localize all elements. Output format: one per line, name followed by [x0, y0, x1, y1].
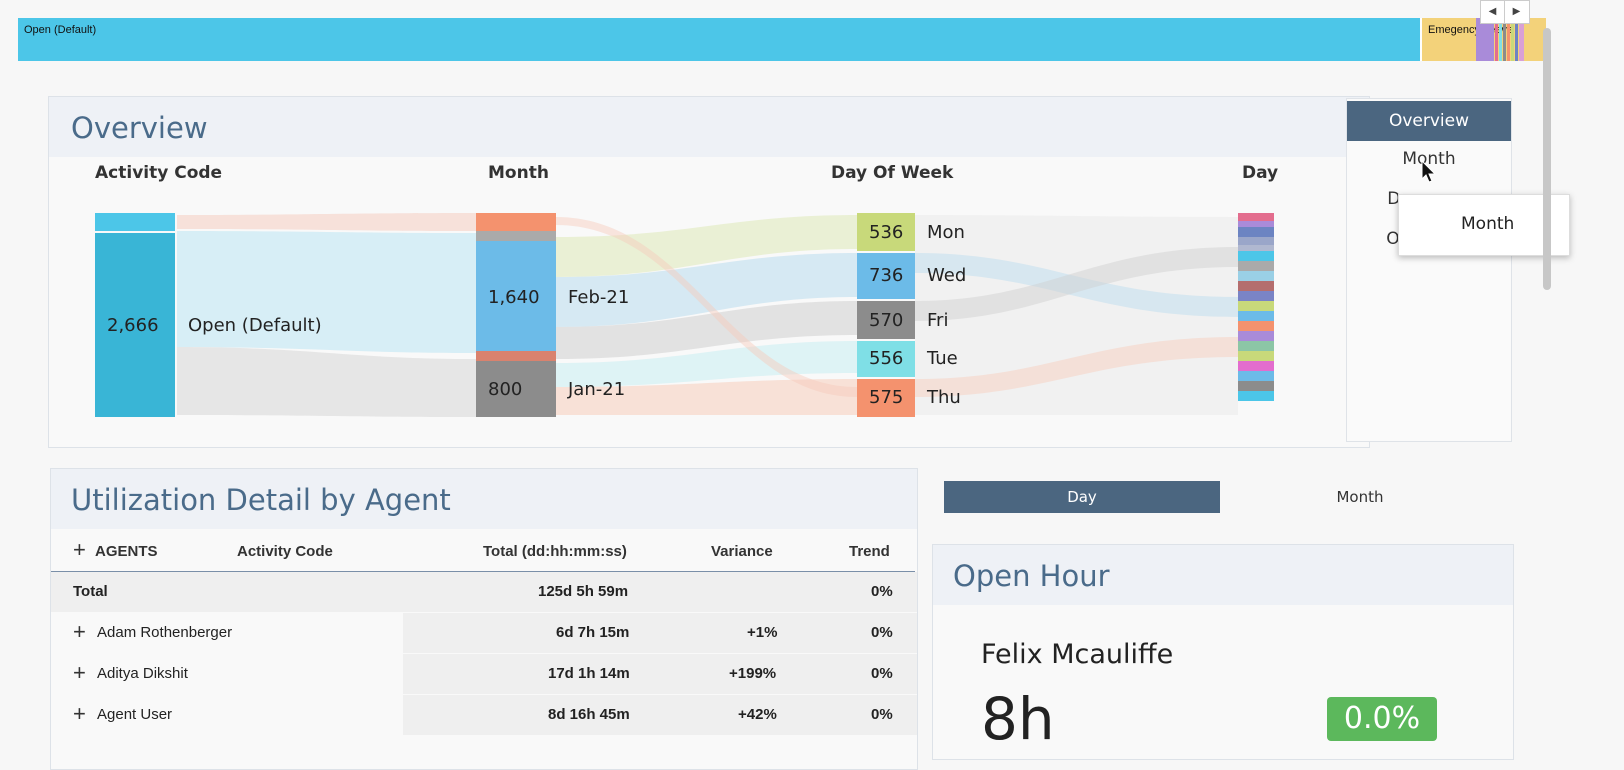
open-hour-header: Open Hour — [933, 545, 1513, 605]
row-trend: 0% — [871, 583, 893, 600]
sankey-node-mon[interactable] — [857, 213, 915, 251]
utilization-panel: Utilization Detail by Agent + AGENTS Act… — [50, 468, 918, 770]
sankey-node-month-small[interactable] — [476, 351, 556, 361]
sankey-node-open-default[interactable] — [95, 233, 175, 417]
node-label: Feb-21 — [568, 287, 630, 308]
node-value: 536 — [869, 222, 904, 243]
agent-name[interactable]: Adam Rothenberger — [97, 624, 233, 641]
mouse-pointer-icon — [1421, 160, 1437, 183]
agent-name[interactable]: Agent User — [97, 706, 173, 723]
node-value: 2,666 — [107, 315, 159, 336]
expand-row-icon[interactable]: + — [73, 619, 86, 644]
header-activity-code[interactable]: Activity Code — [237, 543, 333, 560]
strip-segment[interactable] — [1511, 18, 1514, 61]
node-value: 800 — [488, 379, 523, 400]
strip-segment[interactable] — [1476, 18, 1494, 61]
sankey-node-feb-21[interactable] — [476, 241, 556, 351]
percent-badge: 0.0% — [1327, 697, 1437, 741]
sankey-node-tue[interactable] — [857, 341, 915, 377]
tooltip-text: Month — [1461, 214, 1515, 234]
row-variance: +199% — [729, 665, 777, 682]
node-label: Thu — [927, 387, 961, 408]
open-hour-panel: Open Hour Felix Mcauliffe 8h 0.0% — [932, 544, 1514, 760]
view-nav: Overview Month Da O — [1346, 98, 1512, 442]
nav-tooltip: Month — [1398, 194, 1570, 256]
nav-item-other[interactable]: O — [1386, 229, 1400, 249]
sankey-node-fri[interactable] — [857, 301, 915, 339]
utilization-title: Utilization Detail by Agent — [71, 483, 451, 517]
strip-segment[interactable] — [1495, 18, 1498, 61]
column-header-activity-code: Activity Code — [95, 163, 223, 183]
header-trend[interactable]: Trend — [849, 543, 890, 560]
vertical-scrollbar-thumb[interactable] — [1543, 28, 1551, 290]
table-row[interactable]: + Aditya Dikshit 17d 1h 14m +199% 0% — [51, 654, 917, 694]
sankey-node-jan-21[interactable] — [476, 361, 556, 417]
table-row-total: Total 125d 5h 59m 0% — [51, 572, 917, 612]
node-label: Open (Default) — [188, 315, 322, 336]
node-label: Mon — [927, 222, 965, 243]
overview-title: Overview — [71, 111, 208, 145]
column-header-day: Day — [1242, 163, 1279, 183]
header-total[interactable]: Total (dd:hh:mm:ss) — [483, 543, 627, 560]
sankey-node-activity-top[interactable] — [95, 213, 175, 231]
utilization-header: Utilization Detail by Agent — [51, 469, 917, 529]
row-total: 125d 5h 59m — [538, 583, 629, 600]
strip-segment[interactable] — [1503, 18, 1506, 61]
sankey-node-wed[interactable] — [857, 253, 915, 299]
nav-item-month[interactable]: Month — [1402, 149, 1456, 169]
strip-segment[interactable] — [1499, 18, 1502, 61]
node-label: Tue — [927, 348, 958, 369]
row-label: Total — [73, 583, 108, 600]
header-variance[interactable]: Variance — [711, 543, 773, 560]
node-label: Wed — [927, 265, 967, 286]
sankey-flows — [177, 213, 1238, 417]
row-total: 17d 1h 14m — [548, 665, 630, 682]
node-label: Fri — [927, 310, 949, 331]
row-variance: +1% — [747, 624, 778, 641]
sankey-day-column — [1238, 213, 1274, 417]
column-header-month: Month — [488, 163, 549, 183]
overview-header: Overview — [49, 97, 1369, 157]
open-hour-title: Open Hour — [953, 559, 1110, 593]
strip-segment-label: Open (Default) — [24, 24, 97, 36]
agent-name: Felix Mcauliffe — [981, 639, 1174, 670]
strip-segment[interactable] — [1507, 18, 1510, 61]
sankey-node-month-small[interactable] — [476, 213, 556, 231]
row-variance: +42% — [738, 706, 777, 723]
expand-row-icon[interactable]: + — [73, 701, 86, 726]
node-label: Jan-21 — [568, 379, 626, 400]
row-trend: 0% — [871, 706, 893, 723]
node-value: 1,640 — [488, 287, 540, 308]
row-trend: 0% — [871, 624, 893, 641]
column-header-day-of-week: Day Of Week — [831, 163, 954, 183]
nav-item-overview[interactable]: Overview — [1347, 101, 1511, 141]
scroll-right-icon[interactable]: ▶ — [1512, 6, 1521, 17]
open-hour-value: 8h — [981, 685, 1055, 753]
strip-segment-open[interactable]: Open (Default) — [18, 18, 1422, 61]
table-row[interactable]: + Adam Rothenberger 6d 7h 15m +1% 0% — [51, 613, 917, 653]
node-value: 575 — [869, 387, 904, 408]
agent-name[interactable]: Aditya Dikshit — [97, 665, 188, 682]
node-value: 736 — [869, 265, 904, 286]
strip-scroll-controls: ◀ ▶ — [1480, 0, 1530, 24]
strip-segment[interactable] — [1519, 18, 1524, 61]
header-divider — [51, 571, 915, 572]
strip-segment[interactable] — [1515, 18, 1518, 61]
header-agents[interactable]: AGENTS — [95, 543, 158, 560]
toggle-day-button[interactable]: Day — [944, 481, 1220, 513]
row-total: 6d 7h 15m — [556, 624, 630, 641]
node-value: 570 — [869, 310, 904, 331]
toggle-month-button[interactable]: Month — [1336, 488, 1384, 506]
scroll-left-icon[interactable]: ◀ — [1481, 1, 1505, 23]
expand-all-icon[interactable]: + — [73, 537, 86, 562]
sankey-node-thu[interactable] — [857, 379, 915, 417]
activity-strip: Open (Default) Emegency Leave — [18, 18, 1546, 61]
node-value: 556 — [869, 348, 904, 369]
row-trend: 0% — [871, 665, 893, 682]
sankey-node-month-small[interactable] — [476, 231, 556, 241]
table-row[interactable]: + Agent User 8d 16h 45m +42% 0% — [51, 695, 917, 735]
row-total: 8d 16h 45m — [548, 706, 630, 723]
overview-panel: Overview Activity Code Month Day Of Week… — [48, 96, 1370, 448]
expand-row-icon[interactable]: + — [73, 660, 86, 685]
